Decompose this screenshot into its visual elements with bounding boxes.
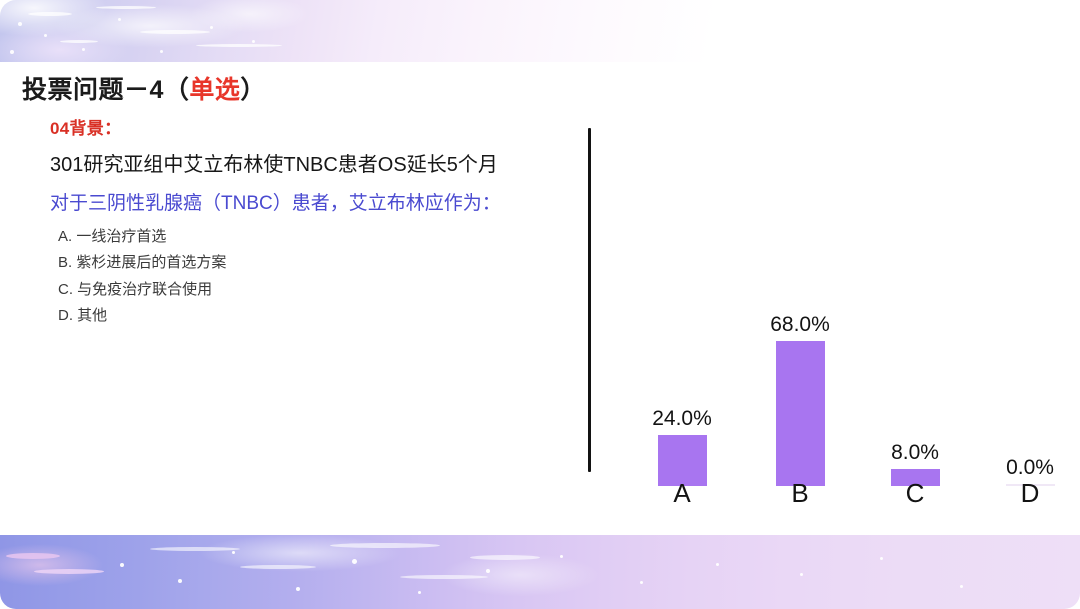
- watercolor-streak: [150, 547, 240, 551]
- watercolor-fleck: [960, 585, 963, 588]
- option-a[interactable]: A. 一线治疗首选: [58, 228, 167, 245]
- watercolor-streak: [330, 543, 440, 548]
- bar-value-a: 24.0%: [652, 407, 712, 430]
- watercolor-streak: [240, 565, 316, 569]
- page-title: 投票问题－4（单选）: [22, 70, 266, 106]
- bar-value-c: 8.0%: [891, 441, 939, 464]
- watercolor-fleck: [880, 557, 883, 560]
- watercolor-fleck: [232, 551, 235, 554]
- question-prompt: 对于三阴性乳腺癌（TNBC）患者，艾立布林应作为：: [50, 193, 501, 214]
- bar-d[interactable]: [1005, 484, 1055, 486]
- watercolor-fleck: [82, 48, 85, 51]
- bar-c[interactable]: [890, 469, 940, 486]
- watercolor-fleck: [296, 587, 300, 591]
- watercolor-streak: [400, 575, 488, 579]
- bar-group-a: 24.0% A: [637, 126, 727, 508]
- bar-category-c: C: [905, 478, 925, 508]
- watercolor-streak: [140, 30, 210, 34]
- chart-y-axis: [588, 128, 591, 472]
- bar-group-c: 8.0% C: [870, 126, 960, 508]
- section-label: 04背景：: [50, 119, 122, 138]
- bar-value-d: 0.0%: [1006, 456, 1054, 479]
- results-bar-chart: 24.0% A 68.0% B 8.0% C 0.0% D: [588, 126, 1058, 508]
- watercolor-fleck: [210, 26, 213, 29]
- page-title-accent: 单选: [189, 76, 241, 104]
- bar-value-b: 68.0%: [770, 313, 830, 336]
- bar-group-d: 0.0% D: [985, 126, 1075, 508]
- top-decorative-band: [0, 0, 1080, 62]
- watercolor-streak: [470, 555, 540, 560]
- option-c[interactable]: C. 与免疫治疗联合使用: [58, 280, 213, 298]
- bar-a[interactable]: [657, 435, 707, 486]
- bar-category-b: B: [791, 478, 809, 508]
- bar-category-a: A: [673, 478, 691, 508]
- watercolor-fleck: [560, 555, 563, 558]
- bar-b[interactable]: [775, 341, 825, 486]
- watercolor-streak: [6, 553, 60, 559]
- watercolor-streak: [34, 569, 104, 574]
- watercolor-fleck: [160, 50, 163, 53]
- page-title-main: 投票问题－4（: [22, 76, 190, 104]
- watercolor-fleck: [118, 18, 121, 21]
- watercolor-streak: [196, 44, 282, 47]
- option-b[interactable]: B. 紫杉进展后的首选方案: [58, 254, 227, 272]
- watercolor-fleck: [352, 559, 357, 564]
- option-d[interactable]: D. 其他: [58, 306, 108, 324]
- watercolor-streak: [60, 40, 98, 43]
- watercolor-fleck: [120, 563, 124, 567]
- page-title-close: ）: [240, 76, 266, 104]
- watercolor-fleck: [486, 569, 490, 573]
- watercolor-fleck: [800, 573, 803, 576]
- watercolor-fleck: [18, 22, 22, 26]
- chart-plot-area: 24.0% A 68.0% B 8.0% C 0.0% D: [588, 126, 1058, 508]
- bottom-decorative-band: [0, 535, 1080, 609]
- bar-category-d: D: [1020, 478, 1040, 508]
- watercolor-fleck: [418, 591, 421, 594]
- watercolor-fleck: [178, 579, 182, 583]
- watercolor-fleck: [44, 34, 47, 37]
- watercolor-fleck: [10, 50, 14, 54]
- watercolor-streak: [96, 6, 156, 9]
- watercolor-fleck: [640, 581, 643, 584]
- watercolor-fleck: [252, 40, 255, 43]
- bar-group-b: 68.0% B: [755, 126, 845, 508]
- watercolor-fleck: [716, 563, 719, 566]
- background-statement: 301研究亚组中艾立布林使TNBC患者OS延长5个月: [50, 154, 498, 176]
- watercolor-streak: [28, 12, 72, 16]
- options-list: A. 一线治疗首选 B. 紫杉进展后的首选方案 C. 与免疫治疗联合使用 D. …: [58, 228, 226, 324]
